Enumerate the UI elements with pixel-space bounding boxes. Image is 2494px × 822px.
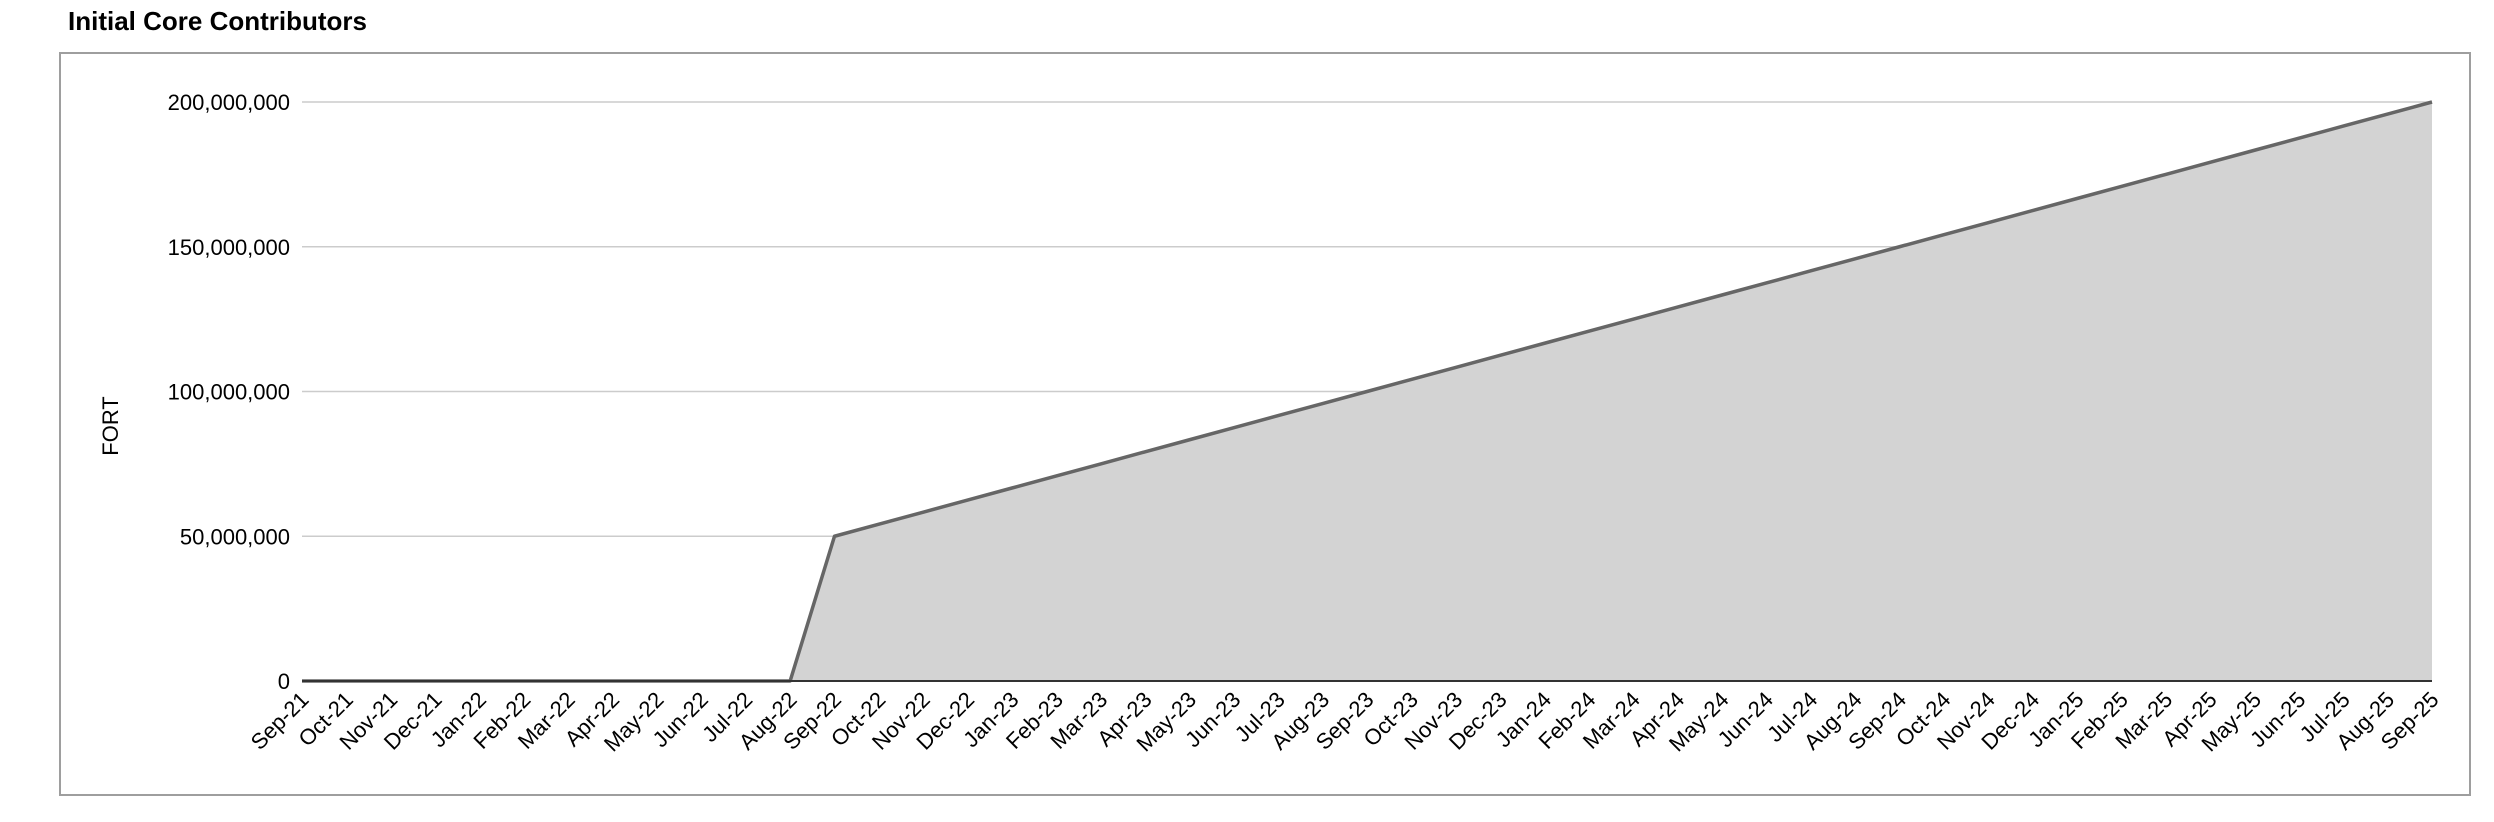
- data-point: [1677, 307, 1678, 308]
- data-point: [1455, 367, 1456, 368]
- data-point: [2077, 198, 2078, 199]
- data-point: [2387, 114, 2388, 115]
- data-point: [967, 500, 968, 501]
- data-point: [2032, 210, 2033, 211]
- data-point: [878, 524, 879, 525]
- chart-title: Initial Core Contributors: [68, 6, 367, 36]
- data-point: [1012, 488, 1013, 489]
- y-tick-label: 150,000,000: [168, 235, 290, 260]
- x-axis-tick-labels: Sep-21Oct-21Nov-21Dec-21Jan-22Feb-22Mar-…: [246, 687, 2444, 757]
- data-point: [1189, 439, 1190, 440]
- data-point: [1322, 403, 1323, 404]
- data-point: [1855, 258, 1856, 259]
- data-point: [1544, 343, 1545, 344]
- data-point: [1056, 475, 1057, 476]
- y-tick-label: 50,000,000: [180, 524, 290, 549]
- data-point: [2165, 174, 2166, 175]
- data-point: [834, 536, 835, 537]
- data-point: [2432, 102, 2433, 103]
- data-point: [1411, 379, 1412, 380]
- data-point: [1988, 222, 1989, 223]
- data-point: [1100, 463, 1101, 464]
- data-point: [1233, 427, 1234, 428]
- data-point: [1766, 282, 1767, 283]
- data-point: [2210, 162, 2211, 163]
- data-point: [1367, 391, 1368, 392]
- data-point: [1588, 331, 1589, 332]
- y-tick-label: 100,000,000: [168, 380, 290, 405]
- data-point: [2298, 138, 2299, 139]
- y-tick-label: 0: [278, 669, 290, 694]
- data-point: [1633, 319, 1634, 320]
- data-point: [2343, 126, 2344, 127]
- data-point: [1500, 355, 1501, 356]
- data-point: [1145, 451, 1146, 452]
- data-point: [1899, 246, 1900, 247]
- data-point: [1722, 295, 1723, 296]
- data-point: [1943, 234, 1944, 235]
- data-point: [1278, 415, 1279, 416]
- y-axis-tick-labels: 0 50,000,000 100,000,000 150,000,000 200,000…: [168, 90, 290, 694]
- data-point: [2254, 150, 2255, 151]
- data-point: [923, 512, 924, 513]
- chart-frame: [59, 52, 2471, 796]
- y-axis-title: FORT: [98, 396, 123, 455]
- y-tick-label: 200,000,000: [168, 90, 290, 115]
- data-point: [2121, 186, 2122, 187]
- data-point: [1810, 270, 1811, 271]
